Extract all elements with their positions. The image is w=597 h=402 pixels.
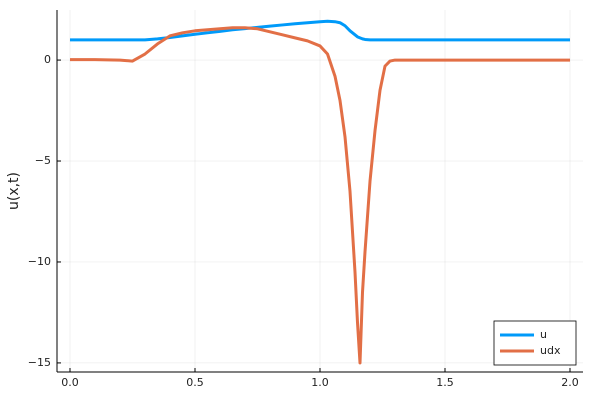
y-tick-label: −5 [35, 154, 51, 167]
y-tick-label: −15 [28, 356, 51, 369]
x-tick-label: 0.0 [61, 376, 79, 389]
x-tick-label: 0.5 [186, 376, 204, 389]
legend-label: udx [540, 344, 561, 357]
line-series [70, 19, 570, 42]
x-tick-label: 1.0 [311, 376, 329, 389]
y-axis-label: u(x,t) [6, 172, 22, 210]
x-tick-label: 1.5 [436, 376, 454, 389]
legend-label: u [540, 328, 547, 341]
y-tick-label: 0 [44, 53, 51, 66]
x-tick-label: 2.0 [561, 376, 579, 389]
y-tick-label: −10 [28, 255, 51, 268]
line-series [70, 26, 570, 365]
legend-box [493, 320, 577, 366]
